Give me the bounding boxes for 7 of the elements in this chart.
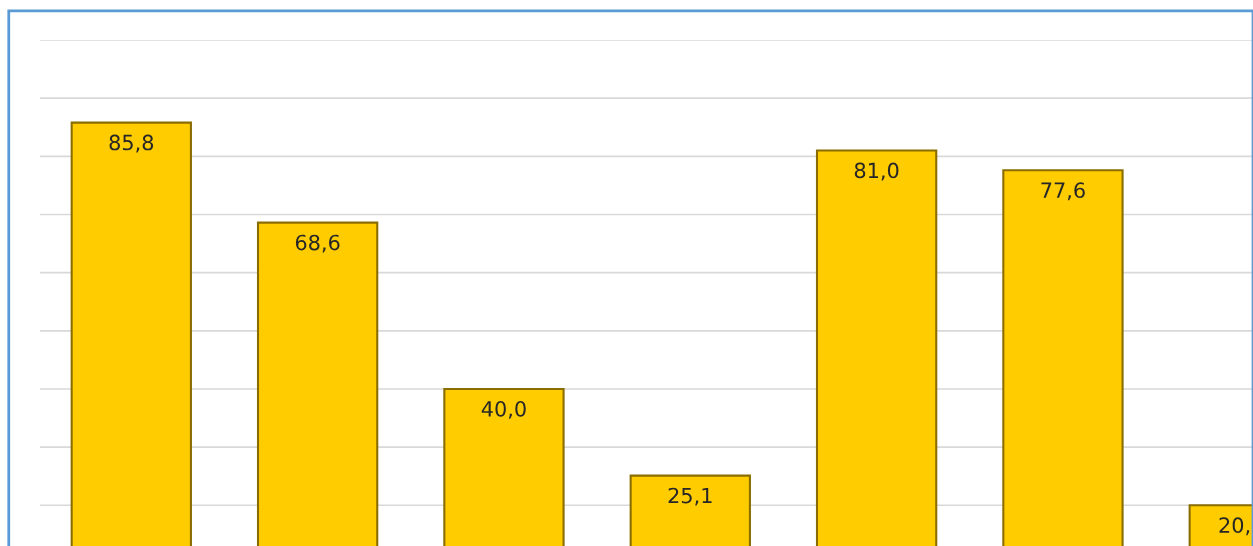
data-label: 20, xyxy=(1219,517,1250,536)
data-label: 81,0 xyxy=(854,162,899,181)
data-label: 25,1 xyxy=(668,487,712,506)
data-label: 85,8 xyxy=(109,134,154,153)
data-label: 77,6 xyxy=(1041,182,1085,201)
data-label: 40,0 xyxy=(481,400,526,419)
data-label: 68,6 xyxy=(295,234,340,253)
